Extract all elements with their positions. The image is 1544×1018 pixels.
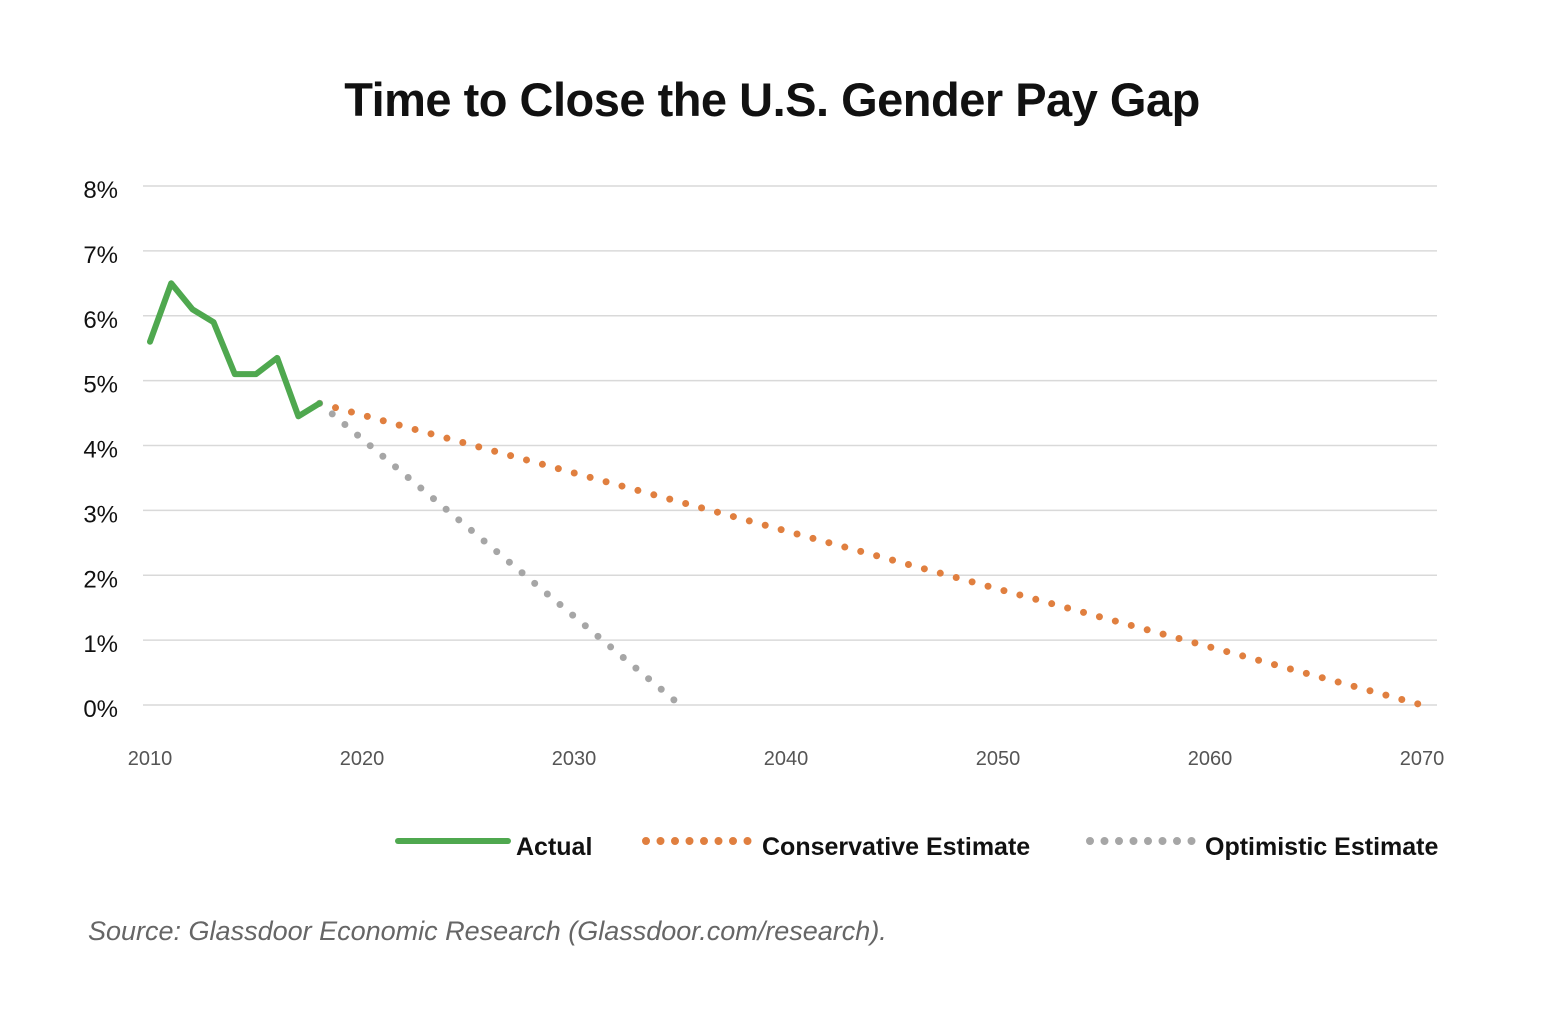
series-line-actual [147,280,323,420]
legend-label: Actual [516,833,592,861]
chart-title: Time to Close the U.S. Gender Pay Gap [344,73,1200,126]
legend-label: Conservative Estimate [762,833,1030,861]
x-tick-label: 2010 [128,748,173,770]
legend-label: Optimistic Estimate [1205,833,1438,861]
y-tick-label: 4% [83,437,118,464]
source-note: Source: Glassdoor Economic Research (Gla… [88,916,887,946]
y-tick-label: 0% [83,696,118,723]
y-tick-label: 8% [83,177,118,204]
x-tick-label: 2070 [1400,748,1445,770]
x-tick-label: 2060 [1188,748,1233,770]
y-tick-label: 2% [83,566,118,593]
x-tick-label: 2050 [976,748,1021,770]
y-tick-label: 6% [83,307,118,334]
y-tick-label: 3% [83,501,118,528]
y-tick-label: 7% [83,242,118,269]
y-tick-label: 1% [83,631,118,658]
x-tick-label: 2040 [764,748,809,770]
y-tick-label: 5% [83,372,118,399]
series-line-optimistic-estimate [316,399,684,709]
x-tick-label: 2030 [552,748,597,770]
x-tick-label: 2020 [340,748,385,770]
series-line-conservative-estimate [316,399,1426,709]
